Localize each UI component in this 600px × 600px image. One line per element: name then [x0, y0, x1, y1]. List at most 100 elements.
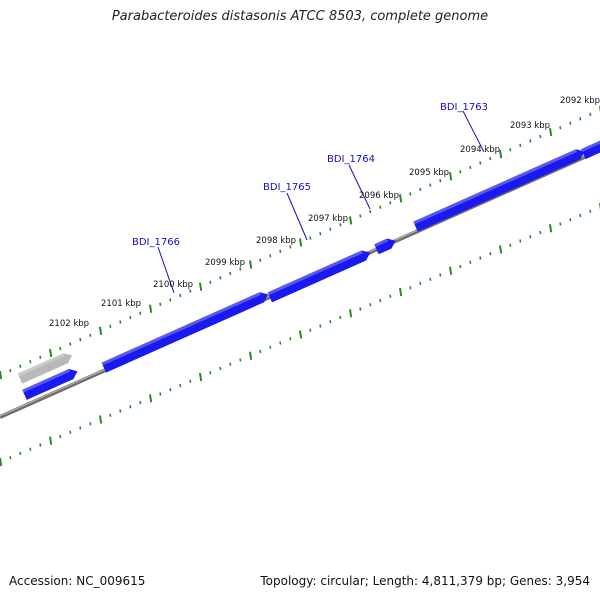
gene-feature[interactable]	[22, 369, 78, 400]
inner-tick	[549, 224, 553, 233]
inner-tick	[239, 358, 242, 362]
inner-tick	[439, 273, 442, 277]
outer-tick	[369, 209, 372, 214]
outer-tick	[179, 293, 182, 298]
inner-tick	[159, 392, 162, 396]
inner-tick	[189, 379, 192, 383]
inner-tick	[299, 330, 303, 339]
outer-tick	[139, 311, 142, 315]
inner-tick	[529, 235, 532, 239]
outer-tick	[519, 143, 522, 147]
gene-BDI_1765[interactable]	[267, 250, 371, 303]
inner-tick	[499, 245, 503, 254]
inner-tick	[539, 230, 542, 235]
gene-feature[interactable]	[581, 140, 600, 160]
outer-tick	[339, 223, 342, 227]
inner-tick	[129, 405, 132, 409]
inner-tick	[579, 213, 582, 218]
outer-tick	[569, 121, 572, 125]
scale-labels: 2092 kbp 2093 kbp 2094 kbp 2095 kbp 2096…	[49, 96, 600, 329]
inner-tick	[169, 388, 172, 392]
outer-tick	[129, 315, 132, 320]
inner-tick	[229, 362, 232, 366]
outer-tick	[39, 355, 42, 359]
scale-label: 2101 kbp	[101, 299, 141, 309]
scale-label: 2102 kbp	[49, 319, 89, 329]
inner-tick	[349, 309, 353, 318]
inner-tick	[99, 415, 103, 424]
outer-tick	[249, 260, 253, 269]
svg-text:BDI_1766: BDI_1766	[132, 237, 180, 248]
scale-label: 2092 kbp	[560, 96, 600, 106]
inner-tick	[459, 264, 462, 269]
svg-text:BDI_1763: BDI_1763	[440, 102, 488, 113]
outer-tick	[119, 320, 122, 324]
inner-tick	[39, 443, 42, 447]
outer-tick	[559, 126, 562, 130]
outer-tick	[109, 324, 112, 329]
accession-text: Accession: NC_009615	[9, 574, 146, 588]
inner-tick	[79, 426, 82, 430]
outer-tick	[209, 280, 212, 284]
inner-tick	[249, 351, 253, 360]
outer-tick	[489, 156, 492, 161]
inner-tick	[209, 371, 212, 375]
inner-tick	[429, 277, 432, 281]
inner-tick	[449, 266, 453, 275]
outer-tick	[69, 342, 72, 346]
outer-tick	[49, 348, 53, 358]
outer-tick	[59, 346, 62, 351]
outer-tick	[499, 150, 503, 159]
inner-tick	[199, 372, 203, 382]
scale-label: 2100 kbp	[153, 280, 193, 290]
inner-tick	[409, 286, 412, 290]
inner-tick	[589, 209, 592, 213]
outer-tick	[389, 201, 392, 205]
outer-tick	[549, 127, 553, 137]
scale-label: 2098 kbp	[256, 236, 296, 246]
outer-tick	[0, 370, 3, 380]
inner-tick	[479, 256, 482, 260]
inner-tick	[399, 287, 403, 297]
inner-tick	[139, 400, 142, 405]
map-title: Parabacteroides distasonis ATCC 8503, co…	[111, 9, 489, 24]
gene-label-BDI_1763[interactable]: BDI_1763	[440, 102, 488, 153]
pseudogene-feature[interactable]	[17, 353, 73, 384]
outer-tick	[89, 333, 92, 337]
gene-BDI_1764[interactable]	[374, 238, 396, 255]
outer-tick	[399, 194, 403, 203]
outer-tick	[439, 179, 442, 183]
inner-tick	[179, 383, 182, 388]
inner-tick	[569, 218, 572, 222]
outer-tick	[199, 282, 203, 291]
outer-tick	[259, 258, 262, 262]
inner-tick	[29, 447, 32, 451]
gene-BDI_1763[interactable]	[413, 149, 585, 232]
inner-tick	[319, 324, 322, 328]
outer-tick	[429, 183, 432, 187]
gene-BDI_1766[interactable]	[101, 292, 269, 373]
outer-tick	[329, 227, 332, 231]
inner-tick	[289, 337, 292, 341]
gene-label-BDI_1766[interactable]: BDI_1766	[132, 237, 180, 294]
outer-tick	[449, 172, 453, 181]
inner-tick	[109, 413, 112, 417]
inner-tick	[469, 260, 472, 264]
outer-tick	[99, 326, 103, 335]
outer-tick-track	[0, 106, 600, 380]
outer-tick	[309, 236, 312, 240]
inner-tick	[339, 315, 342, 320]
gene-label-BDI_1764[interactable]: BDI_1764	[327, 154, 375, 210]
inner-tick	[369, 303, 372, 307]
outer-tick	[79, 338, 82, 342]
outer-tick	[19, 364, 22, 368]
inner-tick	[49, 436, 53, 445]
genome-summary-text: Topology: circular; Length: 4,811,379 bp…	[260, 574, 590, 588]
outer-tick	[149, 304, 153, 313]
inner-tick	[359, 307, 362, 311]
gene-label-BDI_1765[interactable]: BDI_1765	[263, 182, 311, 241]
gene-features	[17, 140, 600, 400]
outer-tick	[269, 254, 272, 258]
